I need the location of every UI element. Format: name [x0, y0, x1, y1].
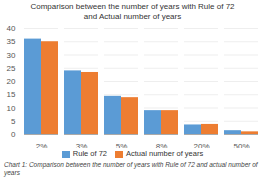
html-text:Rule of 72: Rule of 72	[72, 149, 107, 158]
html-text:Comparison between the number: Comparison between the number of years w…	[30, 2, 235, 21]
svg-text:40: 40	[7, 24, 16, 33]
svg-text:20%: 20%	[193, 142, 209, 148]
svg-text:3%: 3%	[76, 142, 88, 148]
svg-text:0: 0	[11, 130, 16, 139]
svg-text:5: 5	[11, 117, 16, 126]
svg-text:25: 25	[7, 64, 16, 73]
svg-text:15: 15	[7, 90, 16, 99]
html-text:Chart 1: Comparison between th: Chart 1: Comparison between the number o…	[4, 161, 258, 176]
svg-text:8%: 8%	[156, 142, 168, 148]
svg-text:10: 10	[7, 104, 16, 113]
svg-text:35: 35	[7, 37, 16, 46]
svg-text:5%: 5%	[116, 142, 128, 148]
svg-text:2%: 2%	[36, 142, 48, 148]
svg-text:20: 20	[7, 77, 16, 86]
html-text:Actual number of years: Actual number of years	[126, 149, 204, 158]
svg-text:50%: 50%	[233, 142, 249, 148]
svg-text:30: 30	[7, 51, 16, 60]
